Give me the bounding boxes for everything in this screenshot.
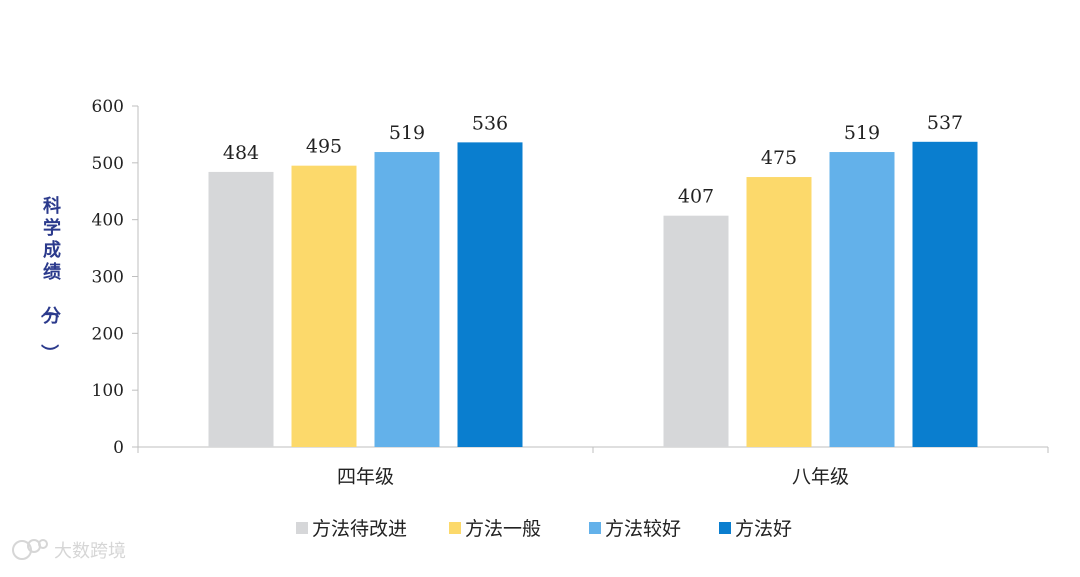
bar-data-label: 407 [678,186,714,208]
legend-swatch [589,522,601,534]
y-tick-label: 400 [92,211,124,231]
bar-data-label: 537 [927,112,963,134]
bar [663,215,729,447]
bar-data-label: 519 [389,122,425,144]
bar [291,165,357,448]
x-category-label: 四年级 [337,466,394,488]
bar-data-label: 495 [306,136,342,158]
y-tick-label: 600 [92,97,124,117]
bar [374,152,440,447]
legend-swatch [296,522,308,534]
bars [208,141,978,448]
data-labels: 484 495 519 536 407 475 519 537 [223,112,963,208]
y-tick-label: 300 [92,268,124,288]
legend-label: 方法较好 [605,518,681,540]
x-category-label: 八年级 [792,466,849,488]
watermark-logo-icon [12,539,48,560]
legend-label: 方法好 [735,518,792,540]
bar [208,171,274,447]
bar-data-label: 519 [844,122,880,144]
bar [829,152,895,447]
bar-data-label: 484 [223,142,259,164]
watermark: 大数跨境 [12,539,126,562]
legend: 方法待改进 方法一般 方法较好 方法好 [296,518,792,540]
bar-data-label: 475 [761,147,797,169]
legend-label: 方法一般 [465,518,541,540]
y-tick-label: 0 [113,438,124,458]
legend-swatch [719,522,731,534]
y-tick-label: 100 [92,381,124,401]
y-tick-label: 200 [92,324,124,344]
y-axis-label: 科学成绩（分） [38,195,61,362]
bar [912,141,978,447]
y-tick-label: 500 [92,154,124,174]
legend-label: 方法待改进 [312,518,407,540]
axes: 0 100 200 300 400 500 600 四年级 八年级 [92,97,1049,488]
bar-data-label: 536 [472,112,508,134]
bar [746,177,812,447]
bar [457,142,523,447]
legend-swatch [449,522,461,534]
watermark-text: 大数跨境 [54,541,126,562]
